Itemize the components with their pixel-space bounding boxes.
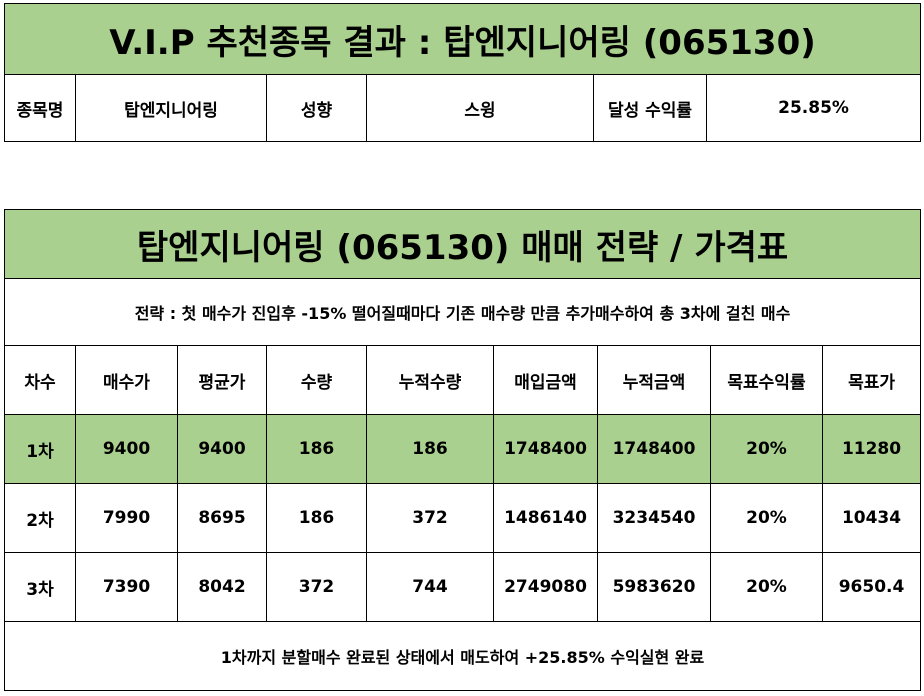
table-cell: 1748400	[493, 414, 598, 484]
table-row: 3차 7390 8042 372 744 2749080 5983620 20%…	[4, 552, 922, 622]
table-cell: 9400	[177, 414, 267, 484]
column-header: 수량	[266, 345, 367, 415]
table-cell: 10434	[821, 483, 922, 553]
style-label: 성향	[266, 74, 367, 142]
strategy-description: 전략 : 첫 매수가 진입후 -15% 떨어질때마다 기존 매수량 만큼 추가매…	[3, 278, 922, 346]
table-cell: 7390	[75, 552, 178, 622]
table-cell: 2차	[4, 483, 76, 553]
table-cell: 20%	[710, 483, 823, 553]
table-cell: 186	[366, 414, 494, 484]
return-label: 달성 수익률	[593, 74, 707, 142]
return-value: 25.85%	[705, 74, 922, 142]
column-header: 차수	[4, 345, 76, 415]
table-cell: 186	[266, 414, 367, 484]
result-summary-table: V.I.P 추천종목 결과 : 탑엔지니어링 (065130) 종목명 탑엔지니…	[3, 3, 922, 142]
table-cell: 3234540	[597, 483, 711, 553]
table-cell: 5983620	[597, 552, 711, 622]
table-cell: 1차	[4, 414, 76, 484]
column-header: 누적금액	[597, 345, 711, 415]
strategy-table: 탑엔지니어링 (065130) 매매 전략 / 가격표 전략 : 첫 매수가 진…	[3, 209, 922, 691]
table-cell: 372	[266, 552, 367, 622]
table-row: 1차 9400 9400 186 186 1748400 1748400 20%…	[4, 414, 922, 484]
table-cell: 1748400	[597, 414, 711, 484]
table-cell: 11280	[821, 414, 922, 484]
table-cell: 1486140	[493, 483, 598, 553]
table-cell: 9650.4	[821, 552, 922, 622]
table-cell: 2749080	[493, 552, 598, 622]
style-value: 스윙	[366, 74, 594, 142]
table-cell: 744	[366, 552, 494, 622]
table-cell: 8042	[177, 552, 267, 622]
column-header: 누적수량	[366, 345, 494, 415]
column-header: 매수가	[75, 345, 178, 415]
result-footer: 1차까지 분할매수 완료된 상태에서 매도하여 +25.85% 수익실현 완료	[3, 621, 922, 691]
table-cell: 20%	[710, 552, 823, 622]
table-cell: 372	[366, 483, 494, 553]
table-cell: 8695	[177, 483, 267, 553]
column-header: 평균가	[177, 345, 267, 415]
column-header: 목표수익률	[710, 345, 823, 415]
table-cell: 186	[266, 483, 367, 553]
stock-name-value: 탑엔지니어링	[75, 74, 267, 142]
strategy-title: 탑엔지니어링 (065130) 매매 전략 / 가격표	[3, 209, 922, 279]
stock-name-label: 종목명	[4, 74, 76, 142]
table-cell: 3차	[4, 552, 76, 622]
table-row: 2차 7990 8695 186 372 1486140 3234540 20%…	[4, 483, 922, 553]
table-cell: 20%	[710, 414, 823, 484]
table-cell: 9400	[75, 414, 178, 484]
table-cell: 7990	[75, 483, 178, 553]
column-header: 목표가	[821, 345, 922, 415]
column-header: 매입금액	[493, 345, 598, 415]
table-header-row: 차수 매수가 평균가 수량 누적수량 매입금액 누적금액 목표수익률 목표가	[4, 345, 922, 415]
page-title: V.I.P 추천종목 결과 : 탑엔지니어링 (065130)	[3, 3, 922, 75]
